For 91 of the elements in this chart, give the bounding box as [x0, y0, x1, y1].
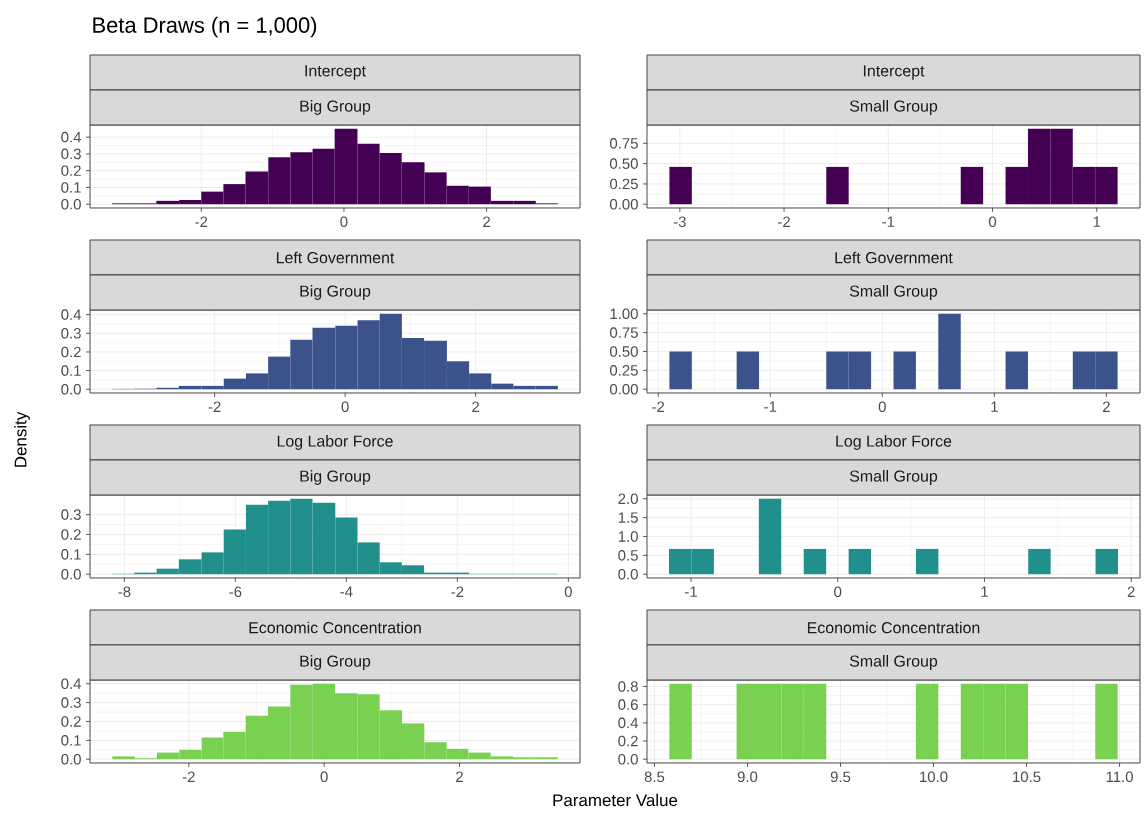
chart-subtitle: Small Group [849, 100, 938, 115]
x-tick-label: 0 [564, 586, 572, 598]
y-tick-label: 0.3 [61, 328, 81, 339]
chart-title: Economic Concentration [807, 621, 980, 634]
y-tick-label: 0.0 [618, 753, 638, 765]
y-tick-label: 0.2 [61, 165, 81, 176]
chart-title: Economic Concentration [249, 621, 421, 634]
x-tick-label: 9.5 [830, 771, 851, 783]
chart-subtitle: Small Group [849, 655, 938, 670]
y-tick-label: 0.0 [61, 568, 81, 580]
y-tick-label: 0.0 [61, 383, 81, 395]
x-axis-title: Parameter Value [553, 793, 678, 807]
chart-title: Intercept [305, 65, 366, 80]
chart-subtitle: Big Group [300, 470, 371, 485]
y-tick-label: 0.2 [61, 716, 81, 727]
x-tick-label: 8.5 [644, 771, 665, 783]
x-tick-label: 9.0 [737, 771, 758, 783]
chart-subtitle: Big Group [300, 285, 371, 300]
x-tick-label: 0 [341, 401, 349, 413]
y-tick-label: 2.0 [618, 493, 638, 505]
x-tick-label: -2 [182, 771, 195, 782]
x-tick-label: -4 [340, 586, 353, 597]
y-tick-label: 0.0 [618, 568, 638, 580]
x-tick-label: -1 [685, 586, 697, 597]
chart-title: Left Government [835, 251, 953, 264]
x-tick-label: 1 [1093, 216, 1101, 227]
x-tick-label: 0 [340, 216, 348, 228]
y-tick-label: 0.4 [618, 717, 639, 729]
x-tick-label: 0 [988, 216, 997, 228]
y-tick-label: 0.1 [61, 365, 81, 376]
x-tick-label: 0 [320, 771, 328, 783]
y-tick-label: 0.50 [609, 158, 638, 169]
x-tick-label: -8 [118, 586, 131, 598]
chart-subtitle: Big Group [300, 100, 371, 115]
chart-subtitle: Small Group [849, 285, 938, 300]
y-tick-label: 0.75 [609, 327, 638, 338]
chart-subtitle: Small Group [849, 470, 938, 485]
y-tick-label: 0.3 [61, 509, 81, 520]
y-tick-label: 0.3 [61, 148, 81, 160]
y-tick-label: 0.1 [61, 735, 81, 746]
x-tick-label: -2 [652, 401, 665, 412]
y-tick-label: 0.0 [61, 198, 81, 210]
y-tick-label: 0.2 [61, 529, 81, 540]
x-tick-label: 10.0 [920, 771, 948, 783]
x-tick-label: -3 [673, 216, 686, 228]
x-tick-label: 0 [834, 586, 842, 598]
x-tick-label: 11.0 [1106, 771, 1133, 783]
y-tick-label: 0.8 [618, 681, 638, 692]
x-tick-label: 10.5 [1013, 771, 1041, 783]
x-tick-label: -2 [195, 216, 208, 227]
y-tick-label: 0.2 [61, 346, 81, 358]
y-tick-label: 1.00 [610, 308, 638, 320]
chart-title: Left Government [276, 251, 395, 264]
y-tick-label: 0.4 [61, 678, 82, 690]
y-tick-label: 0.25 [609, 178, 638, 190]
y-tick-label: 0.2 [618, 735, 638, 747]
chart-title: Intercept [863, 65, 925, 80]
y-tick-label: 0.3 [61, 697, 81, 708]
x-tick-label: 2 [472, 401, 480, 412]
x-tick-label: 1 [981, 586, 988, 597]
x-tick-label: -1 [882, 216, 895, 227]
y-tick-label: 0.0 [61, 753, 81, 765]
chart-subtitle: Big Group [300, 655, 371, 670]
y-tick-label: 0.1 [61, 549, 81, 560]
x-tick-label: 2 [1102, 401, 1110, 412]
y-tick-label: 0.00 [609, 198, 638, 210]
chart-title: Log Labor Force [836, 435, 952, 450]
x-tick-label: 2 [1127, 586, 1135, 597]
y-tick-label: 0.50 [609, 346, 638, 357]
y-tick-label: 1.5 [618, 512, 638, 523]
y-tick-label: 0.5 [618, 550, 638, 561]
y-tick-label: 0.00 [609, 383, 638, 395]
x-tick-label: -2 [208, 401, 221, 412]
y-tick-label: 0.75 [609, 138, 638, 149]
chart-title: Log Labor Force [277, 435, 393, 450]
text: Beta Draws (n = 1,000) [93, 16, 317, 38]
y-axis-title: Density [14, 411, 30, 467]
y-tick-label: 0.6 [618, 699, 638, 710]
y-tick-label: 0.4 [61, 131, 82, 143]
y-tick-label: 0.4 [61, 309, 82, 320]
x-tick-label: 0 [878, 401, 886, 413]
y-tick-label: 0.1 [61, 182, 81, 193]
x-tick-label: 2 [456, 771, 463, 782]
x-tick-label: -1 [764, 401, 777, 412]
y-tick-label: 0.25 [609, 365, 638, 376]
x-tick-label: -6 [229, 586, 242, 598]
y-tick-label: 1.0 [618, 531, 638, 542]
x-tick-label: 2 [483, 216, 490, 227]
x-tick-label: 1 [991, 401, 998, 412]
x-tick-label: -2 [778, 216, 790, 227]
x-tick-label: -2 [451, 586, 464, 597]
